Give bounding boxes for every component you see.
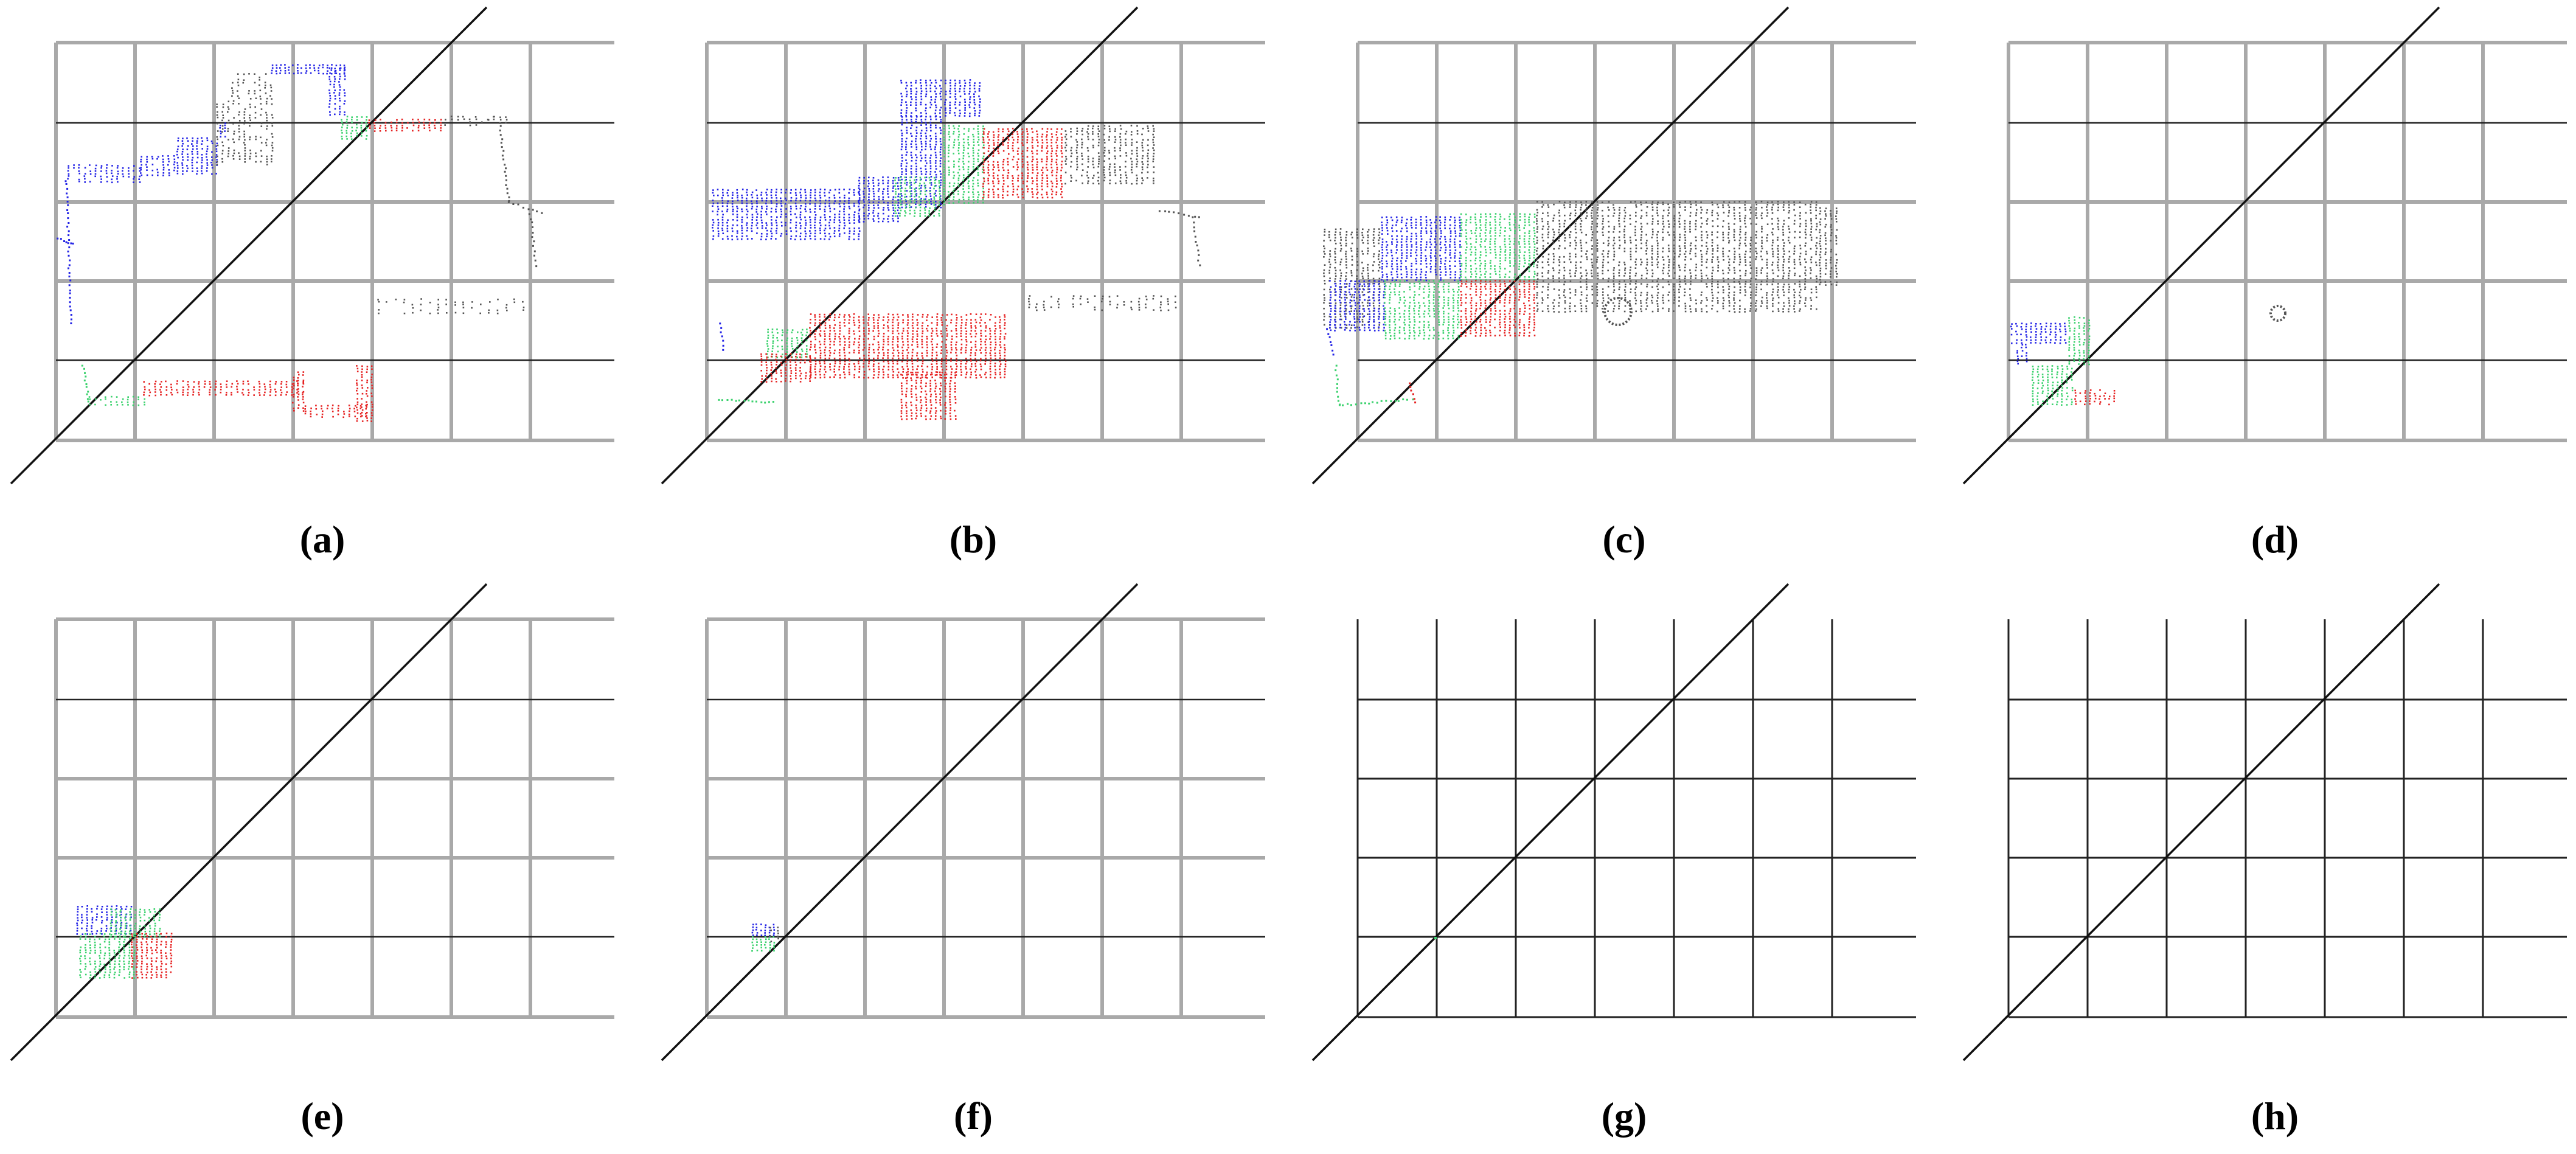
point-cloud-plot-c <box>1311 6 1916 485</box>
grid-lines <box>2007 619 2567 1018</box>
single-point <box>1434 937 1437 939</box>
ring-marker <box>2269 305 2286 322</box>
point-cloud-plot-b <box>661 6 1265 485</box>
point-cloud-plot-f <box>661 583 1265 1062</box>
diagonal-line <box>1962 6 2440 485</box>
caption-a: (a) <box>299 518 345 561</box>
panel-a: (a) <box>0 0 645 577</box>
panel-e: (e) <box>0 577 645 1153</box>
panel-c: (c) <box>1302 0 1946 577</box>
diagonal-line <box>1311 6 1790 485</box>
caption-h: (h) <box>2251 1094 2299 1138</box>
grid-lines <box>54 41 614 442</box>
point-cloud <box>1434 937 1437 939</box>
grid-lines <box>54 617 614 1019</box>
grid-lines <box>705 617 1265 1019</box>
point-cloud <box>751 923 779 952</box>
diagonal-line <box>1962 583 2440 1062</box>
point-cloud <box>1323 201 1838 406</box>
caption-f: (f) <box>954 1094 993 1138</box>
point-cloud <box>76 905 173 979</box>
ring-marker <box>1603 297 1633 326</box>
grid-lines <box>1356 619 1916 1018</box>
caption-d: (d) <box>2251 518 2299 561</box>
point-cloud-plot-h <box>1962 583 2567 1062</box>
panel-b: (b) <box>651 0 1296 577</box>
diagonal-line <box>10 6 488 485</box>
diagonal-line <box>661 583 1139 1062</box>
point-cloud-plot-g <box>1311 583 1916 1062</box>
point-cloud <box>712 79 1201 420</box>
caption-e: (e) <box>300 1094 344 1138</box>
point-cloud <box>2010 305 2286 406</box>
diagonal-line <box>1311 583 1790 1062</box>
diagonal-line <box>661 6 1139 485</box>
point-cloud-plot-a <box>10 6 614 485</box>
panel-d: (d) <box>1953 0 2576 577</box>
panel-h: (h) <box>1953 577 2576 1153</box>
point-cloud-plot-e <box>10 583 614 1062</box>
grid-lines <box>2007 41 2567 442</box>
caption-g: (g) <box>1601 1094 1647 1138</box>
caption-c: (c) <box>1602 518 1646 561</box>
point-cloud <box>57 64 543 422</box>
grid-lines <box>1356 41 1916 442</box>
caption-b: (b) <box>949 518 998 561</box>
panel-g: (g) <box>1302 577 1946 1153</box>
point-cloud-plot-d <box>1962 6 2567 485</box>
panel-f: (f) <box>651 577 1296 1153</box>
diagonal-line <box>10 583 488 1062</box>
